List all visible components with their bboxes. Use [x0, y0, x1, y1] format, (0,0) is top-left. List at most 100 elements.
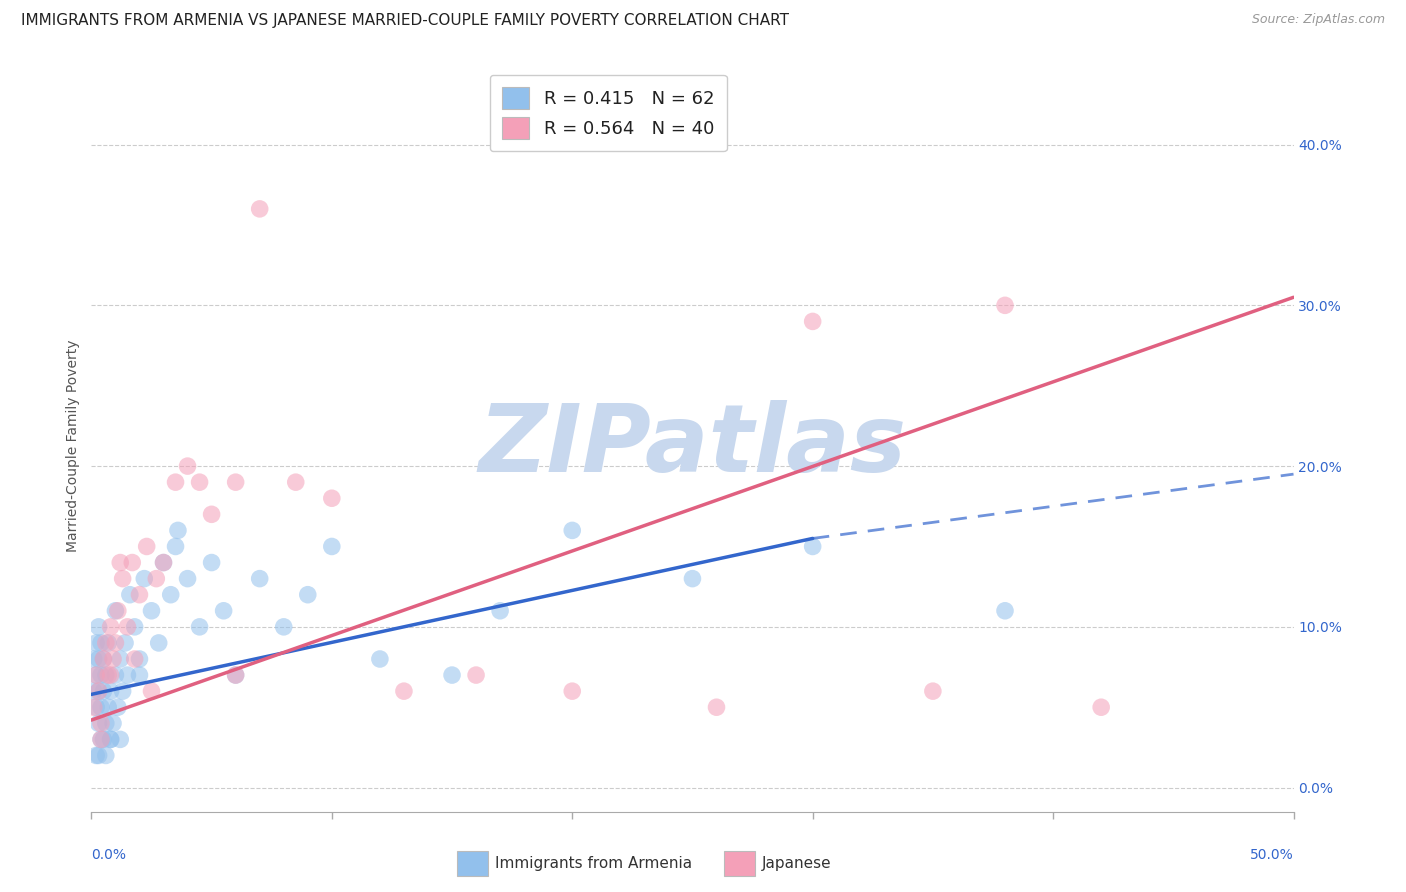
- Point: [118, 588, 141, 602]
- Point: [188, 475, 211, 490]
- Point: [225, 475, 247, 490]
- Point: [100, 668, 122, 682]
- Point: [87, 684, 110, 698]
- Point: [176, 459, 198, 474]
- Point: [321, 491, 343, 506]
- Point: [922, 684, 945, 698]
- Point: [188, 620, 211, 634]
- Point: [93, 684, 115, 698]
- Point: [159, 588, 181, 602]
- Point: [440, 668, 463, 682]
- Point: [83, 652, 105, 666]
- Point: [94, 668, 117, 682]
- Point: [93, 732, 115, 747]
- Point: [297, 588, 319, 602]
- Point: [117, 620, 139, 634]
- Point: [124, 652, 146, 666]
- Point: [706, 700, 728, 714]
- Point: [100, 732, 122, 747]
- Point: [111, 572, 134, 586]
- Point: [368, 652, 391, 666]
- Point: [489, 604, 512, 618]
- Point: [141, 684, 163, 698]
- Text: 50.0%: 50.0%: [1250, 848, 1294, 863]
- Point: [94, 716, 117, 731]
- Point: [104, 636, 127, 650]
- Point: [94, 748, 117, 763]
- Point: [167, 524, 190, 538]
- Point: [148, 636, 170, 650]
- Point: [249, 202, 271, 216]
- Point: [273, 620, 295, 634]
- Point: [90, 636, 112, 650]
- Point: [681, 572, 703, 586]
- Text: Immigrants from Armenia: Immigrants from Armenia: [495, 856, 692, 871]
- Point: [135, 540, 157, 554]
- Point: [97, 636, 120, 650]
- Point: [110, 556, 132, 570]
- Point: [994, 298, 1017, 312]
- Point: [249, 572, 271, 586]
- Point: [561, 684, 583, 698]
- Point: [100, 732, 122, 747]
- Point: [321, 540, 343, 554]
- Point: [90, 668, 112, 682]
- Point: [101, 652, 124, 666]
- Point: [152, 556, 174, 570]
- Point: [84, 668, 107, 682]
- Point: [87, 684, 110, 698]
- Point: [90, 700, 112, 714]
- Point: [225, 668, 247, 682]
- Point: [84, 636, 107, 650]
- Point: [100, 684, 122, 698]
- Point: [110, 732, 132, 747]
- Point: [128, 652, 150, 666]
- Point: [97, 668, 120, 682]
- Point: [225, 668, 247, 682]
- Point: [124, 620, 146, 634]
- Point: [801, 314, 824, 328]
- Point: [87, 652, 110, 666]
- Point: [84, 668, 107, 682]
- Legend: R = 0.415   N = 62, R = 0.564   N = 40: R = 0.415 N = 62, R = 0.564 N = 40: [489, 75, 727, 152]
- Text: Source: ZipAtlas.com: Source: ZipAtlas.com: [1251, 13, 1385, 27]
- Text: ZIPatlas: ZIPatlas: [478, 400, 907, 492]
- Point: [84, 700, 107, 714]
- Point: [114, 636, 136, 650]
- Point: [141, 604, 163, 618]
- Text: IMMIGRANTS FROM ARMENIA VS JAPANESE MARRIED-COUPLE FAMILY POVERTY CORRELATION CH: IMMIGRANTS FROM ARMENIA VS JAPANESE MARR…: [21, 13, 789, 29]
- Point: [212, 604, 235, 618]
- Point: [94, 636, 117, 650]
- Point: [165, 540, 187, 554]
- Point: [128, 668, 150, 682]
- Point: [165, 475, 187, 490]
- Point: [93, 652, 115, 666]
- Point: [176, 572, 198, 586]
- Point: [83, 684, 105, 698]
- Point: [1090, 700, 1112, 714]
- Point: [90, 732, 112, 747]
- Point: [87, 748, 110, 763]
- Point: [90, 732, 112, 747]
- Point: [145, 572, 167, 586]
- Point: [110, 652, 132, 666]
- Point: [392, 684, 415, 698]
- Text: Japanese: Japanese: [762, 856, 832, 871]
- Point: [561, 524, 583, 538]
- Point: [134, 572, 156, 586]
- Point: [104, 668, 127, 682]
- Point: [284, 475, 307, 490]
- Point: [97, 700, 120, 714]
- Point: [994, 604, 1017, 618]
- Point: [201, 556, 224, 570]
- Point: [128, 588, 150, 602]
- Point: [801, 540, 824, 554]
- Point: [90, 716, 112, 731]
- Y-axis label: Married-Couple Family Poverty: Married-Couple Family Poverty: [66, 340, 80, 552]
- Point: [152, 556, 174, 570]
- Point: [111, 684, 134, 698]
- Point: [93, 652, 115, 666]
- Text: 0.0%: 0.0%: [91, 848, 127, 863]
- Point: [107, 604, 129, 618]
- Point: [117, 668, 139, 682]
